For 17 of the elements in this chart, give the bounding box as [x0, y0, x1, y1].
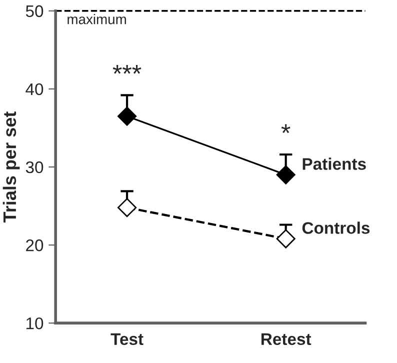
point — [276, 229, 296, 248]
x-tick-label: Test — [110, 333, 144, 346]
annotation: *** — [112, 64, 142, 74]
point — [118, 106, 137, 126]
y-tick-label: 20 — [26, 239, 44, 252]
point — [276, 165, 296, 184]
y-tick-label: 40 — [26, 83, 44, 96]
series-label: Controls — [302, 222, 370, 234]
y-tick-label: 50 — [26, 5, 44, 18]
point — [118, 198, 137, 218]
y-tick-label: 30 — [26, 161, 44, 174]
ref-line-label: maximum — [68, 14, 126, 24]
y-axis-title: Trials per set — [2, 111, 20, 222]
y-tick-label: 10 — [26, 317, 44, 330]
annotation: * — [281, 124, 290, 134]
series-label: Patients — [302, 158, 366, 170]
x-tick-label: Retest — [261, 333, 312, 346]
